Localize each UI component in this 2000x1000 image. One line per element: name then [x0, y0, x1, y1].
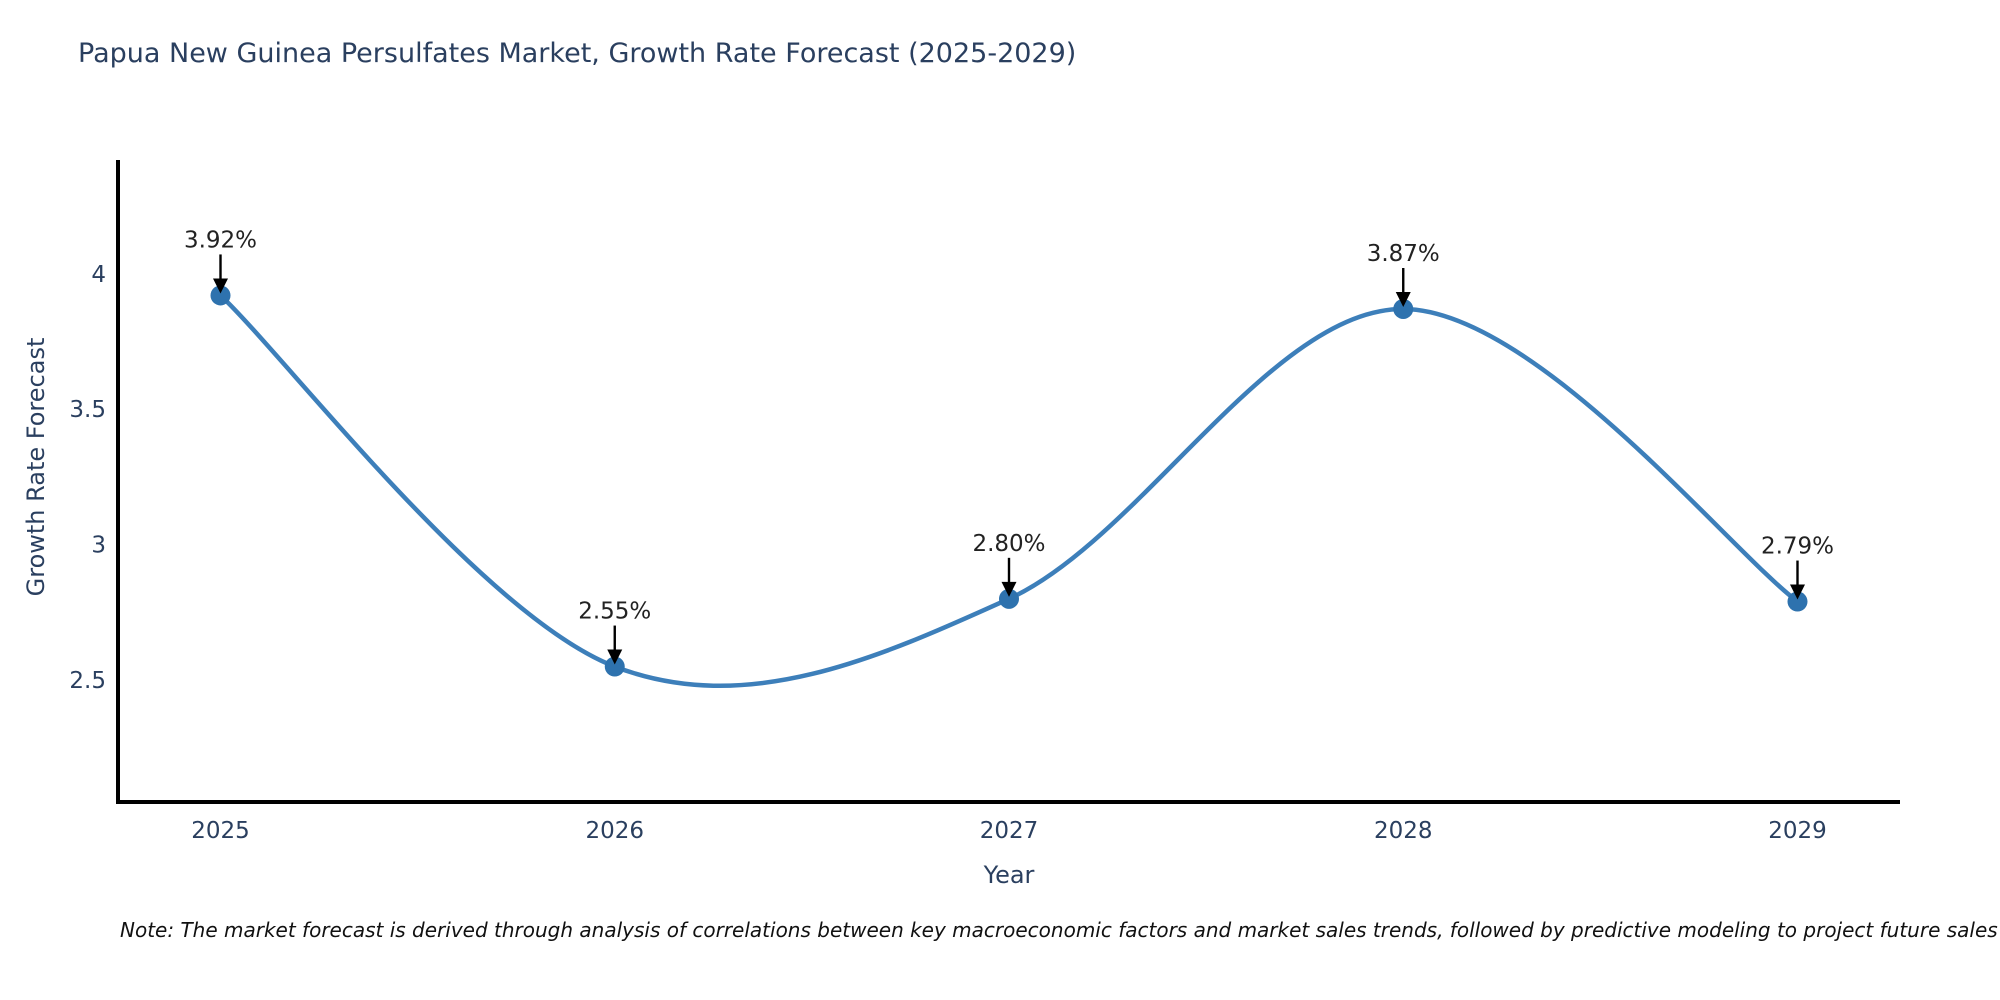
point-annotation-label: 2.80%	[972, 531, 1045, 557]
data-point-marker	[604, 656, 625, 677]
series-markers	[210, 285, 1808, 677]
data-point-marker	[1787, 591, 1808, 612]
series-line	[218, 293, 1800, 688]
data-point-marker	[999, 588, 1019, 609]
footnote: Note: The market forecast is derived thr…	[120, 918, 1998, 942]
x-axis-title: Year	[983, 861, 1035, 889]
point-annotation-label: 3.92%	[184, 227, 257, 253]
x-tick-label: 2026	[585, 818, 644, 844]
annotation-arrowhead-icon	[1789, 584, 1805, 600]
y-tick-label: 3	[91, 533, 106, 559]
tick-labels: 2.5 3 3.5 4 2025 2026 2027 2028 2029	[69, 262, 1826, 844]
spline-line	[218, 293, 1800, 688]
annotation-arrowhead-icon	[213, 278, 229, 294]
annotation-arrowhead-icon	[607, 649, 623, 665]
data-point-marker	[210, 285, 231, 306]
annotation-arrowhead-icon	[1395, 291, 1411, 307]
x-tick-label: 2028	[1374, 818, 1433, 844]
data-point-marker	[1393, 298, 1414, 319]
axes	[116, 160, 1900, 804]
chart-title: Papua New Guinea Persulfates Market, Gro…	[78, 38, 1077, 69]
point-annotation-label: 2.79%	[1761, 534, 1834, 560]
y-tick-label: 2.5	[69, 668, 106, 694]
x-tick-label: 2025	[191, 818, 250, 844]
point-annotation-label: 2.55%	[578, 599, 651, 625]
y-tick-label: 3.5	[69, 397, 106, 423]
annotation-arrowhead-icon	[1001, 581, 1017, 597]
y-tick-label: 4	[91, 262, 106, 288]
x-tick-label: 2029	[1768, 818, 1827, 844]
x-tick-label: 2027	[980, 818, 1039, 844]
point-annotation-label: 3.87%	[1367, 241, 1440, 267]
point-annotations: 3.92% 2.55% 2.80% 3.87% 2.79%	[184, 227, 1834, 665]
